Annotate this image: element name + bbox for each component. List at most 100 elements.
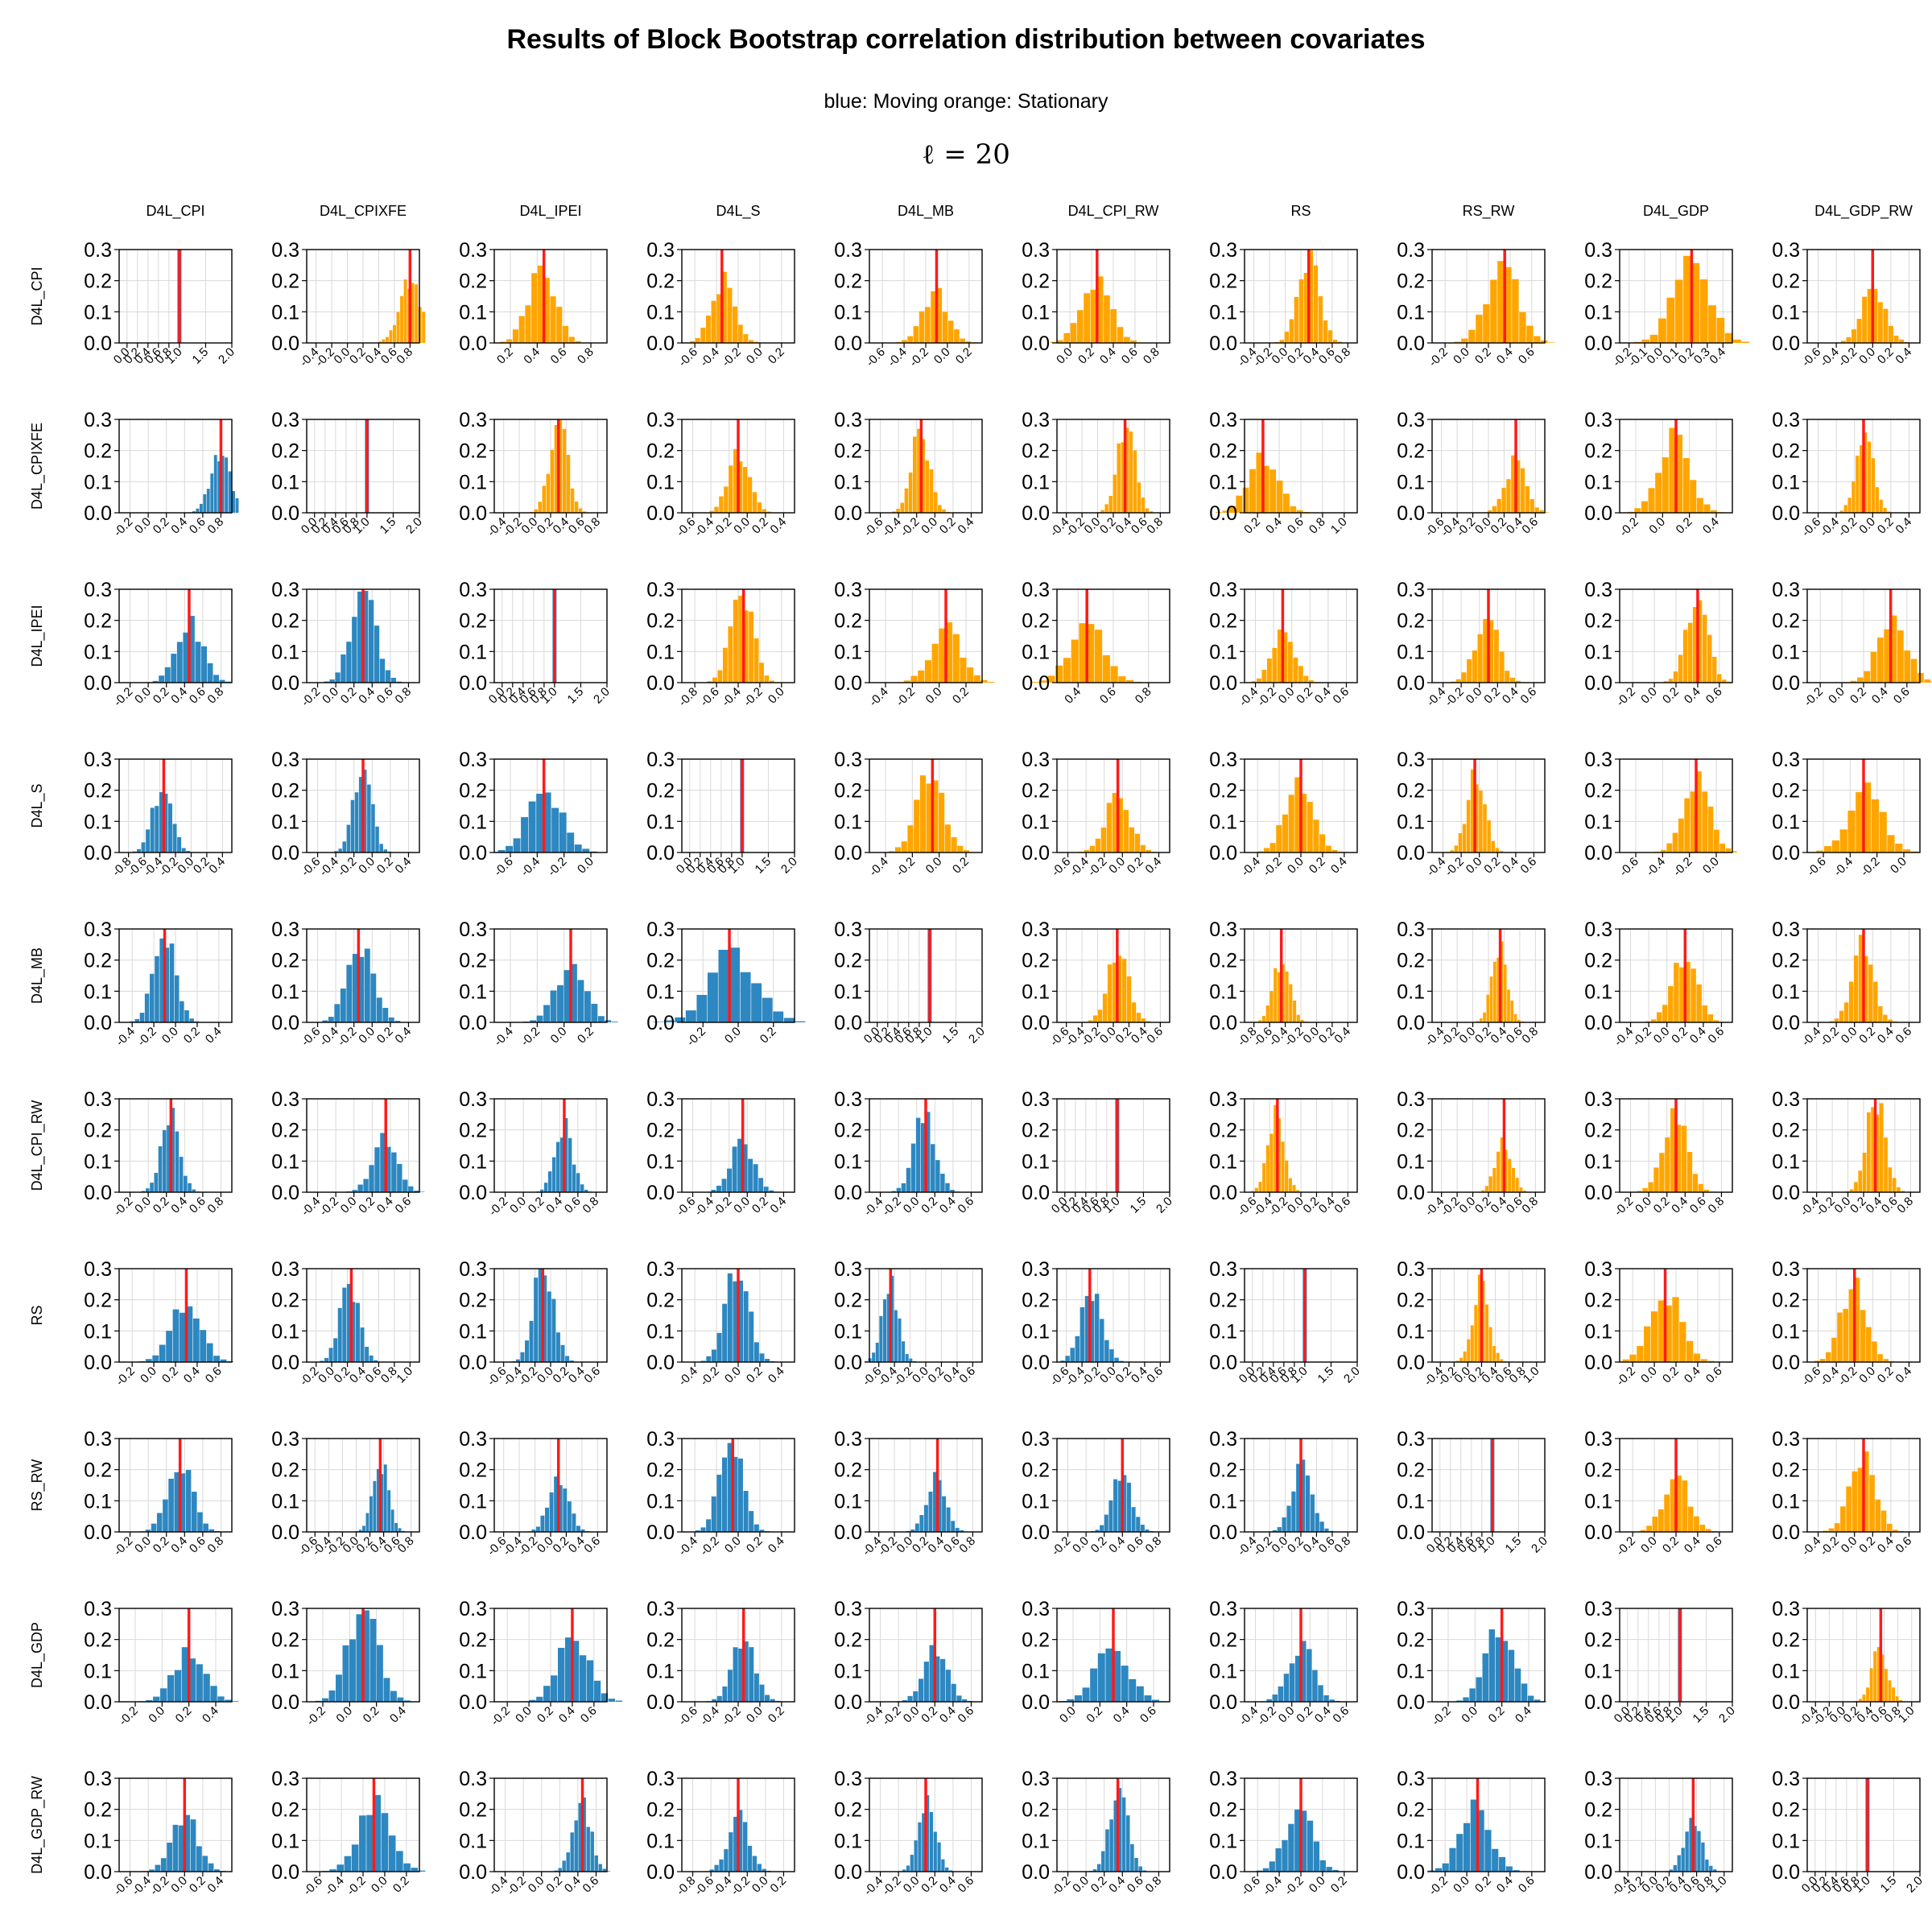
y-tick-label: 0.1	[1397, 1320, 1425, 1343]
histogram-bar	[359, 1815, 366, 1872]
y-tick-label: 0.0	[1022, 1691, 1050, 1714]
histogram-bar	[594, 1855, 598, 1872]
histogram-bar	[1707, 807, 1714, 852]
y-tick-label: 0.1	[646, 1490, 675, 1513]
histogram-bar	[1468, 329, 1476, 343]
histogram-bar	[403, 1863, 411, 1872]
histogram-bar	[1884, 629, 1891, 683]
subplot-d4l_gdp_rw-vs-d4l_gdp: 0.00.10.20.3-0.4-0.20.00.20.40.60.81.0	[1584, 1768, 1733, 1898]
y-tick-label: 0.3	[1772, 1768, 1800, 1790]
histogram-bar	[942, 312, 948, 343]
y-tick-label: 0.1	[646, 471, 675, 493]
histogram-bar	[1087, 624, 1095, 683]
histogram-bar	[597, 1016, 605, 1022]
row-label-d4l_cpi_rw: D4L_CPI_RW	[29, 1100, 46, 1191]
histogram-bar	[1505, 1866, 1513, 1872]
x-tick-label: 0.2	[361, 1704, 382, 1726]
x-tick-label: -0.4	[676, 1534, 700, 1558]
x-tick-label: 1.5	[752, 855, 774, 877]
histogram-bar	[1277, 972, 1282, 1022]
y-tick-label: 0.1	[1209, 1490, 1237, 1513]
histogram-bar	[1698, 1183, 1704, 1192]
y-tick-label: 0.2	[459, 610, 487, 633]
histogram-bar	[1484, 1830, 1492, 1872]
column-label-d4l_cpi: D4L_CPI	[146, 203, 204, 220]
histogram-bar	[591, 1003, 598, 1022]
x-tick-label: 0.2	[768, 1874, 790, 1896]
x-tick-label: 0.2	[494, 345, 516, 367]
y-tick-label: 0.3	[1209, 749, 1237, 771]
histogram-bar	[938, 505, 942, 513]
x-tick-label: 0.6	[1144, 1025, 1166, 1046]
histogram-bar	[217, 1696, 225, 1702]
histogram-bar	[1300, 1019, 1304, 1022]
histogram-bar	[1504, 1150, 1508, 1192]
y-tick-label: 0.3	[1772, 919, 1800, 941]
histogram-bar	[707, 681, 712, 683]
histogram-bar	[1288, 795, 1294, 852]
y-tick-label: 0.2	[271, 610, 299, 633]
histogram-bar	[1852, 1471, 1858, 1532]
x-tick-label: 0.6	[203, 1364, 225, 1386]
histogram-bar	[152, 680, 159, 683]
y-tick-label: 0.0	[1022, 502, 1050, 525]
subplot-d4l_ipei-vs-d4l_mb: 0.00.10.20.3-0.4 -0.2 0.0 0.2	[834, 579, 995, 709]
y-tick-label: 0.0	[459, 672, 487, 695]
histogram-bar	[973, 675, 980, 683]
histogram-bar	[219, 679, 225, 683]
histogram-bar	[566, 1852, 570, 1872]
histogram-bar	[714, 506, 719, 513]
x-tick-label: -0.4	[1261, 1874, 1285, 1898]
histogram-bar	[951, 837, 957, 852]
histogram-bar	[1707, 1014, 1714, 1022]
histogram-bar	[1505, 671, 1510, 683]
histogram-bar	[711, 1349, 716, 1362]
x-tick-label: -0.2	[1261, 855, 1285, 879]
histogram-bar	[1277, 1527, 1282, 1532]
histogram-bar	[1717, 674, 1722, 683]
subplot-frame	[118, 1098, 233, 1193]
y-tick-label: 0.0	[1022, 332, 1050, 355]
subplot-d4l_s-vs-d4l_gdp_rw: 0.00.10.20.3-0.6 -0.4 -0.2 0.0	[1772, 749, 1921, 879]
x-tick-label: 0.6	[1119, 345, 1141, 367]
histogram-bar	[159, 675, 165, 683]
histogram-bar	[390, 1690, 397, 1702]
y-tick-label: 0.0	[646, 1012, 675, 1034]
y-tick-label: 0.0	[1397, 1521, 1425, 1544]
histogram-bar	[352, 953, 358, 1022]
y-tick-label: 0.1	[1209, 811, 1237, 833]
histogram-bar	[1476, 1021, 1480, 1022]
subplot-d4l_s-vs-d4l_s: 0.00.10.20.30.00.20.40.60.81.0 1.5 2.0	[646, 749, 800, 877]
histogram-bar	[1274, 1104, 1278, 1192]
histogram-bar	[743, 334, 749, 343]
histogram-bar	[956, 1695, 962, 1702]
histogram-bar	[945, 1670, 951, 1702]
histogram-bar	[537, 265, 544, 343]
subplot-frame	[1806, 419, 1921, 514]
histogram-bar	[582, 848, 590, 852]
histogram-bar	[1290, 506, 1297, 513]
x-tick-label: 0.0	[744, 1704, 766, 1726]
histogram-bar	[1288, 1178, 1292, 1192]
histogram-bar	[1496, 498, 1501, 513]
subplot-d4l_mb-vs-d4l_gdp_rw: 0.00.10.20.3-0.4-0.20.00.20.40.6	[1772, 919, 1921, 1049]
histogram-bar	[551, 807, 559, 852]
histogram-bar	[568, 1137, 572, 1192]
histogram-bar	[1469, 1688, 1476, 1702]
subplot-d4l_cpi_rw-vs-d4l_gdp_rw: 0.00.10.20.3-0.4-0.20.00.20.40.60.8	[1772, 1088, 1921, 1219]
x-tick-label: 0.8	[1519, 1025, 1541, 1046]
histogram-bar	[1289, 1663, 1295, 1702]
histogram-bar	[1884, 1137, 1888, 1192]
histogram-bar	[1694, 1516, 1699, 1532]
histogram-bar	[576, 1525, 580, 1532]
histogram-bar	[1108, 496, 1113, 513]
histogram-bar	[910, 675, 918, 683]
histogram-bar	[549, 1492, 554, 1532]
histogram-bar	[1269, 843, 1276, 852]
x-tick-label: 0.6	[1097, 685, 1119, 707]
histogram-bar	[1097, 1653, 1105, 1702]
histogram-bar	[1834, 1523, 1840, 1532]
histogram-bar	[394, 1021, 401, 1022]
histogram-bar	[1890, 615, 1897, 683]
histogram-bar	[590, 1831, 594, 1872]
